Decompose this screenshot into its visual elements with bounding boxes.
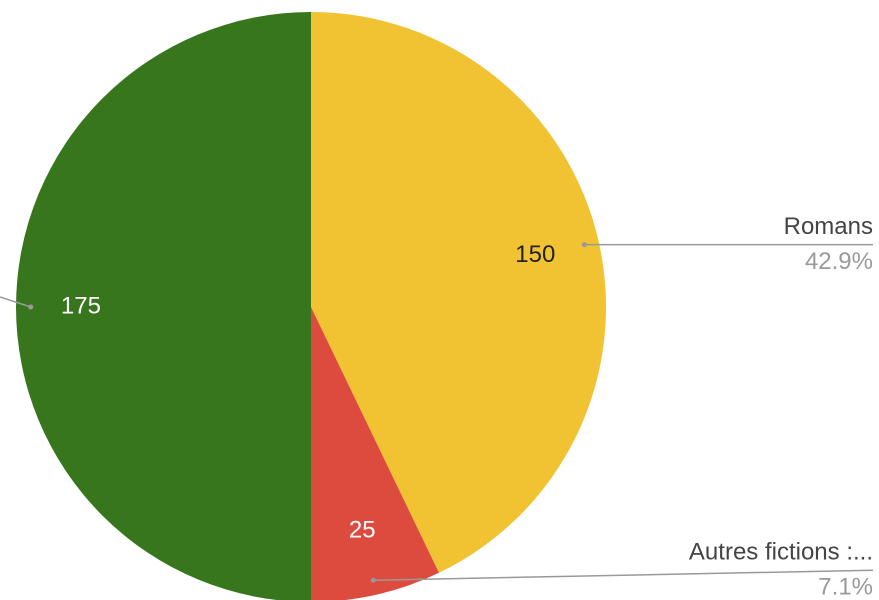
percent-label: 42.9% — [805, 248, 873, 275]
legend-label: Autres fictions :... — [689, 539, 873, 566]
leader-dot — [28, 304, 34, 310]
leader-dot — [581, 242, 587, 248]
legend-label: Romans — [784, 213, 873, 240]
leader-dot — [370, 577, 376, 583]
percent-label: 7.1% — [818, 574, 873, 600]
leader-line — [0, 296, 31, 308]
slice-value-label: 25 — [349, 517, 376, 544]
slice-value-label: 175 — [61, 292, 101, 319]
leader-line — [373, 569, 874, 581]
pie-slice — [16, 12, 311, 600]
pie-slice — [311, 307, 439, 600]
pie-slice — [311, 12, 606, 573]
slice-value-label: 150 — [515, 241, 555, 268]
